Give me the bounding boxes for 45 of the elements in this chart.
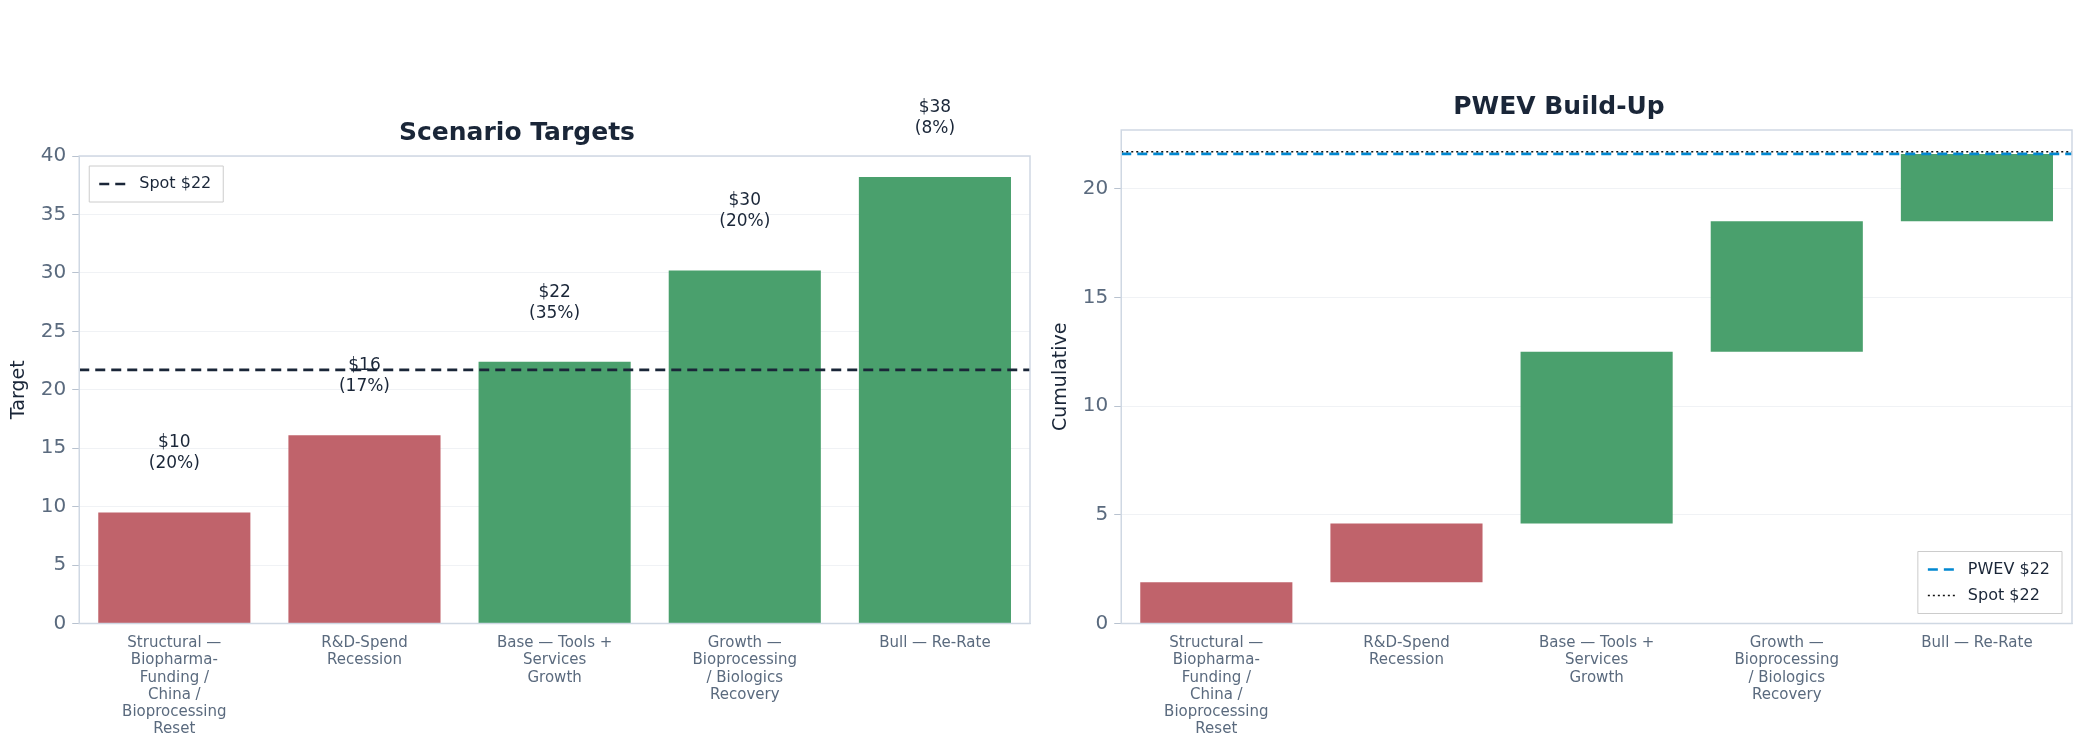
legend-label: PWEV $22 — [1967, 558, 2051, 578]
y-tick-label: 35 — [40, 200, 67, 225]
x-tick-label: Base — Tools + Services Growth — [1538, 633, 1655, 686]
y-tick-label: 20 — [1082, 174, 1109, 199]
legend-label: Spot $22 — [139, 173, 212, 193]
bar — [1330, 523, 1483, 583]
bar — [858, 177, 1011, 623]
y-tick-label: 30 — [40, 259, 67, 284]
x-tick-label: Growth — Bioprocessing / Biologics Recovery — [1734, 633, 1840, 703]
bar — [288, 435, 441, 623]
y-axis-title: Target — [6, 360, 29, 421]
data-label: $38 (8%) — [914, 95, 956, 137]
y-tick-label: 0 — [1095, 609, 1109, 634]
legend-label: Spot $22 — [1967, 584, 2040, 604]
y-tick-label: 5 — [53, 551, 67, 576]
data-label: $30 (20%) — [719, 189, 771, 231]
y-tick-label: 5 — [1095, 501, 1109, 525]
chart-title: Scenario Targets — [399, 116, 635, 146]
x-tick-label: Bull — Re-Rate — [1921, 633, 2033, 652]
bar — [98, 512, 251, 623]
bar — [1140, 582, 1293, 623]
y-tick-label: 0 — [53, 609, 67, 634]
y-tick-label: 25 — [40, 317, 67, 342]
y-tick-label: 20 — [40, 375, 67, 400]
x-tick-label: Base — Tools + Services Growth — [496, 633, 613, 686]
x-tick-label: Structural — Biopharma-Funding / China / Bioprocessing Reset — [1164, 633, 1269, 738]
x-tick-label: R&D-Spend Recession — [1363, 633, 1450, 669]
bar — [478, 361, 631, 623]
y-tick-label: 15 — [1082, 283, 1109, 308]
y-tick-label: 10 — [1082, 392, 1109, 417]
bar — [1710, 221, 1863, 352]
data-label: $10 (20%) — [148, 431, 200, 473]
bar — [668, 270, 821, 623]
x-tick-label: R&D-Spend Recession — [321, 633, 408, 669]
y-tick-label: 15 — [40, 434, 67, 459]
chart-title: PWEV Build-Up — [1453, 90, 1665, 120]
bar — [1520, 351, 1673, 524]
y-tick-label: 40 — [40, 142, 67, 167]
x-tick-label: Growth — Bioprocessing / Biologics Recovery — [692, 633, 798, 703]
bar — [1900, 153, 2053, 222]
x-tick-label: Bull — Re-Rate — [879, 633, 991, 652]
y-axis-title: Cumulative — [1048, 322, 1071, 431]
x-tick-label: Structural — Biopharma-Funding / China / Bioprocessing Reset — [122, 633, 227, 738]
data-label: $22 (35%) — [529, 280, 581, 322]
y-tick-label: 10 — [40, 492, 67, 517]
